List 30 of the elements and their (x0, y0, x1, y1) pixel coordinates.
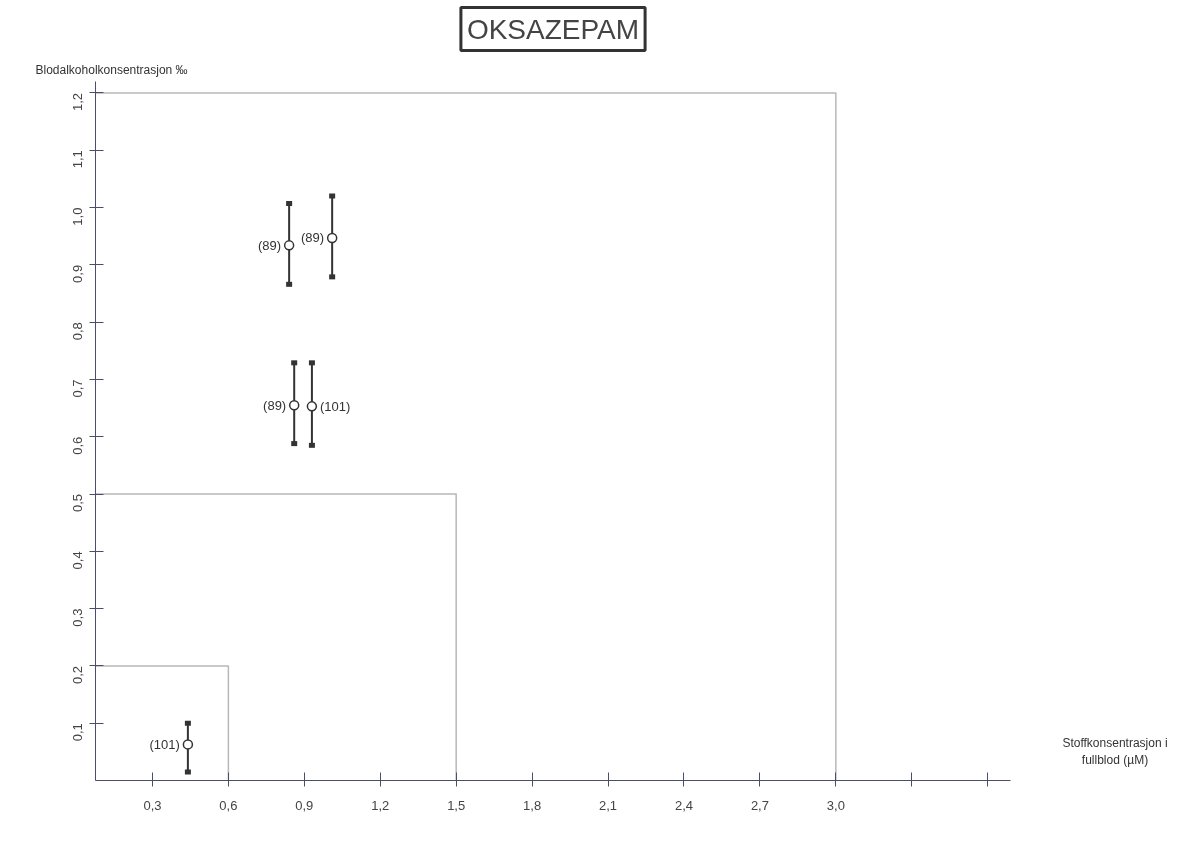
x-axis-title: Stoffkonsentrasjon i fullblod (µM) (1062, 735, 1168, 770)
y-tick-label: 1,1 (70, 150, 85, 169)
y-tick-label: 0,8 (70, 322, 85, 341)
y-axis-title: Blodalkoholkonsentrasjon ‰ (35, 62, 188, 77)
x-tick-label: 1,8 (523, 797, 542, 813)
x-tick-label: 0,6 (219, 797, 238, 813)
annotation: (89) (263, 397, 287, 413)
y-tick-label: 0,4 (70, 551, 85, 570)
x-tick-label: 0,9 (295, 797, 314, 813)
y-tick-label: 0,6 (70, 436, 85, 455)
annotation: (101) (149, 736, 180, 752)
y-tick-label: 0,2 (70, 665, 85, 684)
y-tick-label: 0,1 (70, 723, 85, 742)
annotation: (101) (319, 398, 351, 414)
x-tick-label: 1,5 (447, 797, 466, 813)
y-tick-label: 0,5 (70, 494, 85, 513)
chart-title: OKSAZEPAM (466, 13, 640, 45)
x-tick-label: 2,1 (599, 797, 618, 813)
y-tick-label: 1,2 (70, 92, 85, 112)
y-tick-label: 0,3 (70, 608, 85, 627)
x-tick-label: 1,2 (371, 797, 390, 813)
y-tick-label: 0,7 (70, 379, 85, 398)
x-tick-label: 0,3 (143, 797, 162, 813)
y-tick-label: 1,0 (70, 207, 85, 226)
x-tick-label: 2,7 (750, 797, 769, 813)
x-tick-label: 3,0 (826, 797, 845, 813)
y-tick-label: 0,9 (70, 264, 85, 283)
annotation: (89) (301, 230, 325, 246)
x-tick-label: 2,4 (674, 797, 694, 813)
annotation: (89) (258, 237, 282, 253)
